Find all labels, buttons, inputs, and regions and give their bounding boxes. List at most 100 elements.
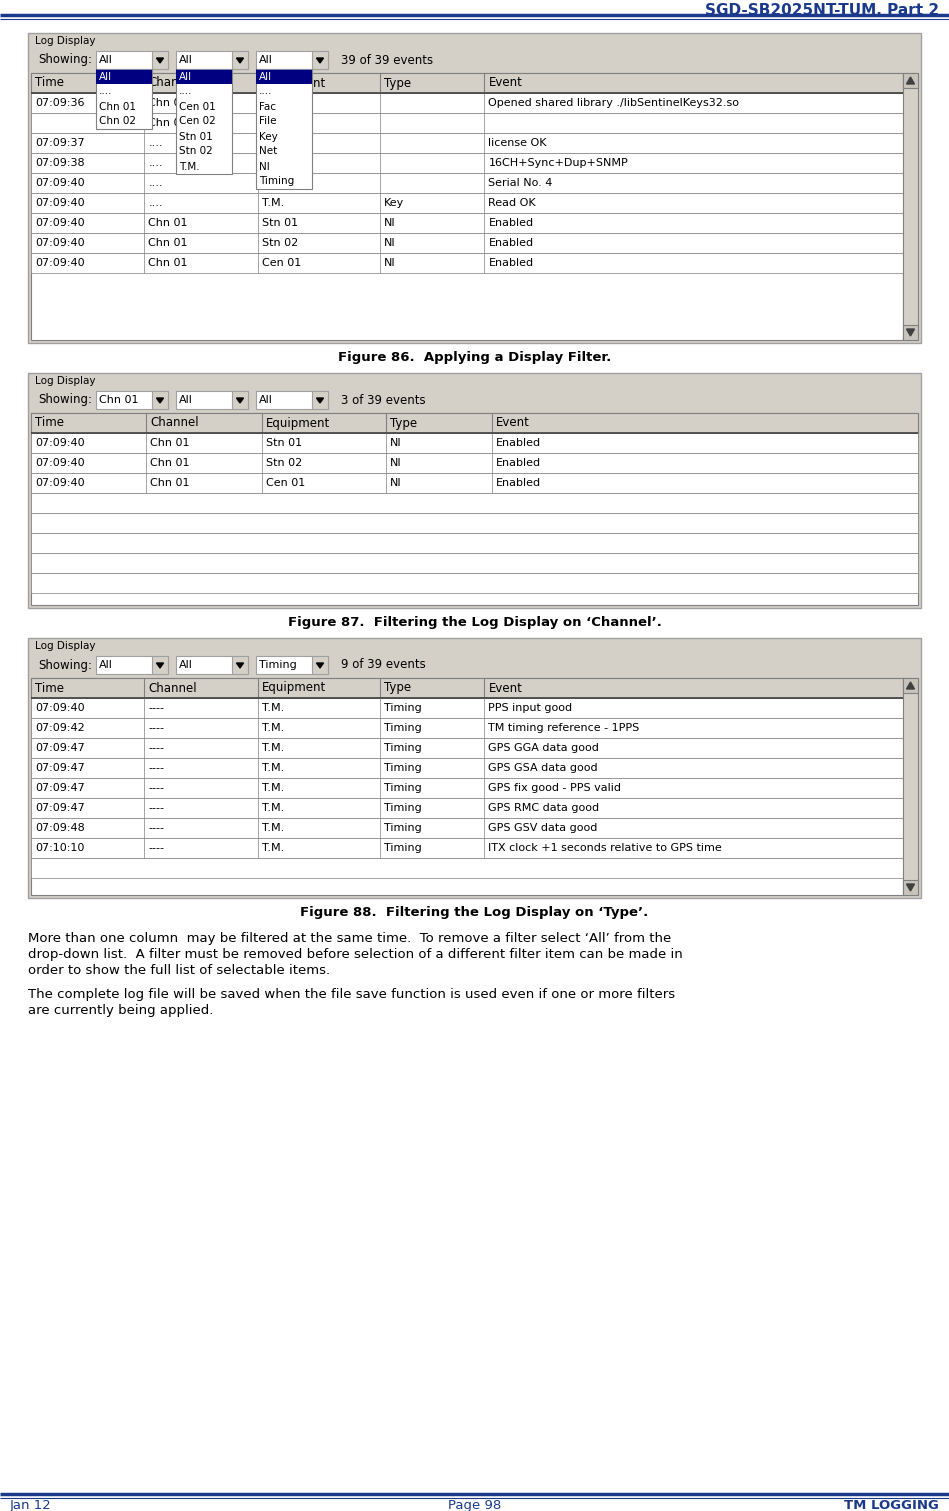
Bar [28, 373, 921, 607]
Text: NI: NI [383, 218, 396, 228]
Bar [176, 391, 248, 409]
Bar [31, 73, 903, 340]
Bar [96, 70, 152, 128]
Text: Timing: Timing [383, 843, 421, 854]
Text: ----: ---- [148, 703, 164, 713]
Text: Chn 01: Chn 01 [150, 458, 190, 468]
Text: 07:09:40: 07:09:40 [35, 258, 84, 267]
Text: Showing:: Showing: [38, 393, 92, 406]
Bar [28, 638, 921, 898]
Bar [31, 533, 918, 553]
Text: Chn 01: Chn 01 [150, 438, 190, 447]
Bar [232, 656, 248, 674]
Text: NI: NI [383, 239, 396, 248]
Bar [31, 453, 918, 473]
Text: drop-down list.  A filter must be removed before selection of a different filter: drop-down list. A filter must be removed… [28, 947, 682, 961]
Text: T.M.: T.M. [262, 198, 284, 209]
Text: All: All [99, 660, 113, 669]
Text: Type: Type [383, 681, 411, 695]
Bar [31, 678, 903, 698]
Text: T.M.: T.M. [262, 703, 284, 713]
Text: TM timing reference - 1PPS: TM timing reference - 1PPS [489, 722, 640, 733]
Text: TM LOGGING: TM LOGGING [844, 1499, 939, 1511]
Text: Channel: Channel [150, 417, 199, 429]
Bar [31, 113, 903, 133]
Bar [96, 656, 168, 674]
Bar [232, 51, 248, 70]
Text: 07:09:47: 07:09:47 [35, 802, 84, 813]
Bar [232, 391, 248, 409]
Text: More than one column  may be filtered at the same time.  To remove a filter sele: More than one column may be filtered at … [28, 932, 671, 944]
Text: Showing:: Showing: [38, 659, 92, 671]
Text: Enabled: Enabled [489, 239, 533, 248]
Text: 3 of 39 events: 3 of 39 events [341, 393, 425, 406]
Text: Cen 02: Cen 02 [179, 116, 215, 127]
Bar [31, 718, 903, 737]
Text: 07:09:36: 07:09:36 [35, 98, 84, 107]
Text: Timing: Timing [383, 763, 421, 774]
Text: 07:09:38: 07:09:38 [35, 159, 84, 168]
Text: Chn 01: Chn 01 [148, 258, 188, 267]
Bar [31, 817, 903, 839]
Text: Stn 01: Stn 01 [262, 218, 298, 228]
Text: T.M.: T.M. [262, 823, 284, 833]
Text: Timing: Timing [383, 783, 421, 793]
Text: 07:09:40: 07:09:40 [35, 438, 84, 447]
Text: Figure 86.  Applying a Display Filter.: Figure 86. Applying a Display Filter. [338, 351, 611, 364]
Text: ....: .... [259, 86, 272, 97]
Bar [312, 391, 328, 409]
Bar [96, 70, 152, 85]
Text: Timing: Timing [383, 823, 421, 833]
Bar [31, 413, 918, 604]
Text: NI: NI [259, 162, 270, 172]
Text: Enabled: Enabled [496, 438, 541, 447]
Bar [256, 656, 328, 674]
Text: 07:09:47: 07:09:47 [35, 743, 84, 752]
Text: 07:09:40: 07:09:40 [35, 198, 84, 209]
Text: 9 of 39 events: 9 of 39 events [341, 659, 426, 671]
Text: Chn 02: Chn 02 [99, 116, 136, 127]
Text: Chn 01: Chn 01 [150, 477, 190, 488]
Bar [176, 656, 248, 674]
Text: Cen 01: Cen 01 [179, 101, 215, 112]
Text: Enabled: Enabled [489, 258, 533, 267]
Text: Timing: Timing [383, 743, 421, 752]
Text: order to show the full list of selectable items.: order to show the full list of selectabl… [28, 964, 330, 978]
Polygon shape [906, 681, 915, 689]
Bar [256, 70, 312, 189]
Bar [31, 473, 918, 493]
Bar [31, 434, 918, 453]
Bar [31, 193, 903, 213]
Text: GPS GSV data good: GPS GSV data good [489, 823, 598, 833]
Text: Stn 02: Stn 02 [262, 239, 298, 248]
Text: Timing: Timing [383, 722, 421, 733]
Bar [31, 514, 918, 533]
Text: 16CH+Sync+Dup+SNMP: 16CH+Sync+Dup+SNMP [489, 159, 628, 168]
Text: SGD-SB2025NT-TUM, Part 2: SGD-SB2025NT-TUM, Part 2 [705, 3, 939, 18]
Bar [903, 879, 918, 895]
Text: Chn 01: Chn 01 [148, 239, 188, 248]
Bar [152, 51, 168, 70]
Text: Log Display: Log Display [35, 641, 96, 651]
Text: 07:09:48: 07:09:48 [35, 823, 84, 833]
Bar [31, 493, 918, 514]
Text: 07:09:37: 07:09:37 [35, 138, 84, 148]
Text: Opened shared library ./libSentinelKeys32.so: Opened shared library ./libSentinelKeys3… [489, 98, 739, 107]
Bar [31, 737, 903, 759]
Bar [31, 798, 903, 817]
Bar [152, 391, 168, 409]
Text: Channel: Channel [148, 77, 197, 89]
Text: Stn 01: Stn 01 [266, 438, 302, 447]
Text: T.M.: T.M. [262, 802, 284, 813]
Bar [903, 325, 918, 340]
Bar [312, 51, 328, 70]
Text: Event: Event [496, 417, 530, 429]
Text: PPS input good: PPS input good [489, 703, 572, 713]
Polygon shape [236, 397, 244, 403]
Text: Timing: Timing [259, 177, 294, 186]
Text: All: All [179, 71, 192, 82]
Text: NI: NI [390, 458, 401, 468]
Text: Timing: Timing [259, 660, 297, 669]
Bar [903, 73, 918, 340]
Text: Net: Net [259, 147, 277, 157]
